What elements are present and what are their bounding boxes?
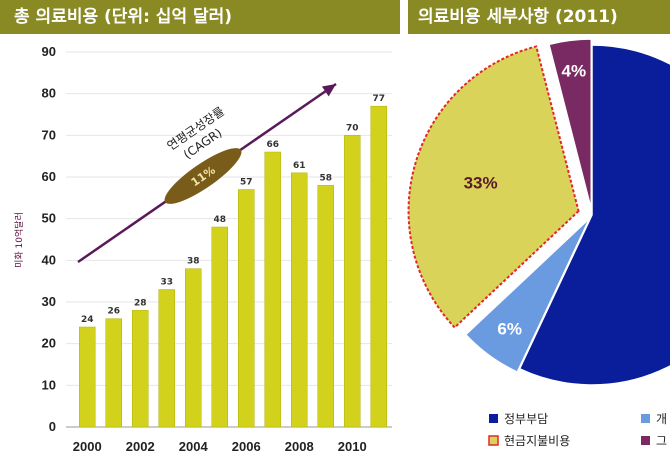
y-tick-label: 40 xyxy=(42,252,56,267)
bar-value-label: 61 xyxy=(293,161,306,171)
pie-slice-government xyxy=(518,44,670,386)
arrow-head xyxy=(321,84,336,97)
bar-2010 xyxy=(344,135,361,428)
bar-value-label: 58 xyxy=(319,173,332,183)
legend-label: 개 xyxy=(656,412,667,426)
bar-value-label: 77 xyxy=(372,94,385,104)
bar-2004 xyxy=(185,268,202,428)
y-tick-label: 30 xyxy=(42,294,56,309)
bar-2000 xyxy=(79,326,96,428)
bar-value-label: 48 xyxy=(213,215,226,225)
pie-slice-label: 4% xyxy=(561,62,586,81)
y-tick-label: 80 xyxy=(42,86,56,101)
bar-value-label: 38 xyxy=(187,257,200,267)
legend-swatch xyxy=(641,436,650,445)
x-tick-label: 2006 xyxy=(232,439,261,454)
legend-label: 현금지불비용 xyxy=(504,434,570,448)
x-tick-label: 2002 xyxy=(126,439,155,454)
bar-value-label: 28 xyxy=(134,298,147,308)
y-tick-label: 70 xyxy=(42,127,56,142)
legend-label: 그 xyxy=(656,434,667,448)
y-tick-label: 90 xyxy=(42,44,56,59)
y-axis-label: 미화 10억달러 xyxy=(13,212,25,268)
bar-value-label: 57 xyxy=(240,178,253,188)
bar-2011 xyxy=(370,105,387,428)
y-tick-label: 0 xyxy=(49,419,56,434)
x-tick-label: 2010 xyxy=(338,439,367,454)
bar-2003 xyxy=(158,289,175,428)
y-tick-label: 10 xyxy=(42,377,56,392)
pie-slice-other xyxy=(548,38,592,210)
bar-value-label: 26 xyxy=(107,307,120,317)
x-tick-label: 2000 xyxy=(73,439,102,454)
bar-2008 xyxy=(291,172,308,428)
pie-slice-label: 33% xyxy=(464,174,498,193)
legend-swatch xyxy=(641,414,650,423)
bar-2007 xyxy=(264,151,281,428)
x-tick-label: 2008 xyxy=(285,439,314,454)
bar-chart-title: 총 의료비용 (단위: 십억 달러) xyxy=(0,0,400,34)
bar-2001 xyxy=(105,318,122,428)
pie-slice-label: 6% xyxy=(497,319,522,338)
bar-value-label: 66 xyxy=(266,140,279,150)
x-tick-label: 2004 xyxy=(179,439,209,454)
legend-swatch xyxy=(489,414,498,423)
bar-2002 xyxy=(132,310,149,428)
bar-2006 xyxy=(238,189,255,428)
cagr-ellipse xyxy=(164,148,242,204)
pie-slice-out_of_pocket xyxy=(407,45,580,329)
bar-2009 xyxy=(317,185,334,428)
y-tick-label: 50 xyxy=(42,211,56,226)
bar-value-label: 24 xyxy=(81,315,94,325)
bar-value-label: 33 xyxy=(160,278,173,288)
bar-value-label: 70 xyxy=(346,123,359,133)
pie-slice-private xyxy=(464,217,591,374)
y-tick-label: 20 xyxy=(42,336,56,351)
legend-swatch xyxy=(488,435,499,446)
pie-chart-title: 의료비용 세부사항 (2011) xyxy=(408,0,670,34)
y-tick-label: 60 xyxy=(42,169,56,184)
bar-2005 xyxy=(211,226,228,428)
legend-label: 정부부담 xyxy=(504,412,548,426)
